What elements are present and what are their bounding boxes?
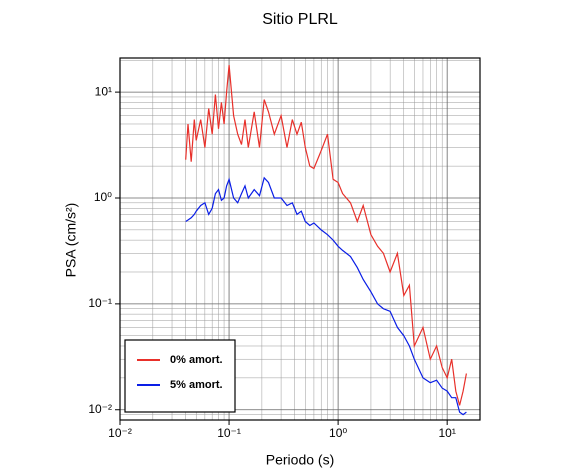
y-tick-label: 10¹ bbox=[95, 84, 112, 98]
y-tick-label: 10⁻² bbox=[88, 402, 112, 416]
series-line bbox=[185, 65, 467, 406]
x-tick-label: 10¹ bbox=[438, 426, 455, 440]
y-tick-label: 10⁰ bbox=[94, 190, 112, 204]
series-line bbox=[185, 176, 467, 416]
x-tick-label: 10⁻² bbox=[108, 426, 132, 440]
legend-label: 5% amort. bbox=[170, 379, 223, 391]
chart-title: Sitio PLRL bbox=[262, 11, 338, 28]
legend-box bbox=[124, 339, 236, 413]
plot-frame bbox=[119, 57, 481, 421]
y-tick-label: 10⁻¹ bbox=[88, 296, 112, 310]
x-tick-label: 10⁻¹ bbox=[217, 426, 241, 440]
x-axis-label: Periodo (s) bbox=[266, 452, 334, 468]
y-axis-label: PSA (cm/s²) bbox=[63, 203, 79, 278]
x-tick-label: 10⁰ bbox=[329, 426, 347, 440]
legend-label: 0% amort. bbox=[170, 354, 223, 366]
